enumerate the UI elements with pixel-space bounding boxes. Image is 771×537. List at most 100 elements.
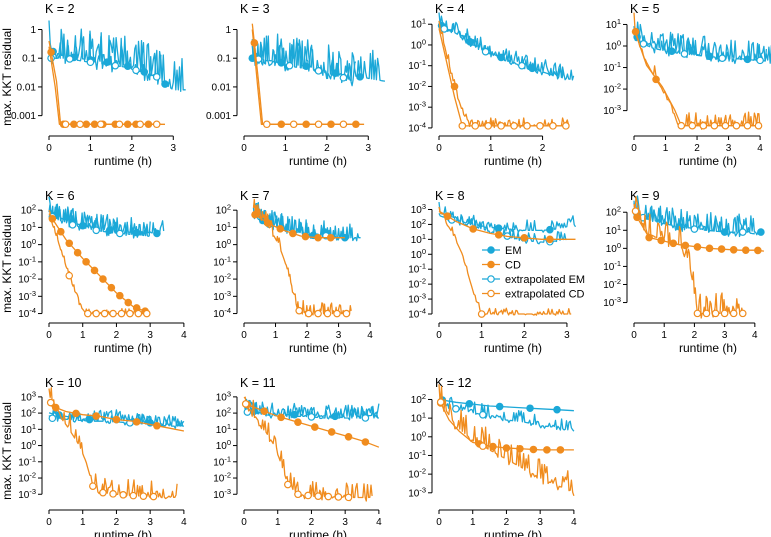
y-tick-label: 100: [606, 241, 621, 255]
y-axis-label: max. KKT residual: [0, 215, 14, 313]
series-cd-extrapolated: [633, 28, 763, 130]
data-point: [324, 492, 333, 501]
y-tick-label: 10-3: [408, 485, 426, 499]
data-point: [260, 407, 269, 415]
data-point: [307, 413, 316, 421]
series-em-extrapolated: [438, 21, 564, 80]
series-cd-extrapolated-line: [438, 28, 569, 127]
data-point: [65, 55, 74, 63]
series-em-extrapolated-line: [633, 200, 755, 238]
data-point: [99, 275, 107, 283]
data-point: [86, 58, 95, 67]
series-em: [437, 12, 575, 81]
legend-marker: [487, 260, 495, 269]
data-point: [65, 239, 74, 248]
y-tick-label: 10-4: [18, 306, 36, 320]
x-tick-label: 1: [488, 143, 494, 154]
panel-title: K = 4: [435, 2, 465, 16]
data-point: [323, 309, 332, 318]
x-tick-label: 3: [722, 330, 728, 341]
y-tick-label: 102: [21, 406, 36, 420]
series-cd-line: [633, 12, 761, 130]
data-point: [693, 309, 702, 318]
y-tick-label: 1: [30, 25, 36, 36]
x-tick-label: 2: [540, 143, 546, 154]
y-tick-label: 10-1: [213, 454, 231, 468]
x-tick-label: 1: [661, 330, 667, 341]
data-point: [152, 73, 161, 81]
data-point: [339, 120, 348, 129]
data-point: [109, 309, 117, 318]
panel-title: K = 7: [240, 189, 270, 203]
data-point: [342, 309, 351, 318]
data-point: [754, 246, 762, 255]
x-tick-label: 4: [571, 517, 577, 528]
y-tick-label: 0.1: [22, 54, 36, 65]
data-point: [681, 241, 690, 250]
data-point: [677, 121, 686, 130]
legend-item: extrapolated EM: [482, 274, 585, 286]
y-tick-label: 100: [411, 429, 426, 443]
x-axis-label: runtime (h): [289, 528, 347, 537]
series-cd: [631, 12, 761, 130]
series-em-extrapolated-line: [438, 396, 575, 432]
data-point: [361, 438, 370, 446]
x-tick-label: 1: [479, 330, 485, 341]
y-tick-label: 0.1: [217, 54, 231, 65]
series-cd-extrapolated: [46, 387, 178, 501]
panel-k12: K = 12 102 101 100 10-1 10-2 10-3 0 1 2 3 4 runtime …: [408, 376, 577, 537]
series-cd-extrapolated: [251, 29, 352, 129]
y-tick-label: 10-2: [18, 272, 36, 286]
data-point: [149, 492, 158, 501]
series-cd: [438, 210, 576, 244]
data-point: [92, 226, 101, 235]
series-cd-extrapolated: [436, 384, 575, 497]
y-tick-label: 10-3: [213, 289, 231, 303]
series-cd-extrapolated-line: [251, 29, 352, 125]
x-tick-label: 3: [336, 330, 342, 341]
data-point: [520, 234, 529, 242]
data-point: [633, 213, 641, 222]
panel-title: K = 12: [435, 376, 472, 390]
x-tick-label: 2: [304, 330, 310, 341]
y-tick-label: 10-2: [603, 82, 621, 96]
data-point: [96, 120, 105, 129]
y-tick-label: 102: [606, 205, 621, 219]
x-axis-label: runtime (h): [679, 341, 737, 355]
data-point: [732, 121, 741, 130]
data-point: [440, 25, 448, 33]
data-point: [109, 490, 117, 498]
data-point: [90, 266, 99, 275]
y-tick-label: 100: [216, 438, 231, 452]
x-tick-label: 0: [631, 330, 637, 341]
x-tick-label: 2: [129, 143, 135, 154]
data-point: [68, 221, 77, 229]
panel-title: K = 11: [240, 376, 276, 390]
x-tick-label: 2: [309, 517, 315, 528]
data-point: [115, 120, 124, 129]
y-tick-label: 0.01: [17, 82, 37, 93]
y-tick-label: 103: [21, 389, 36, 403]
data-point: [72, 409, 80, 418]
y-tick-label: 10-1: [603, 259, 621, 273]
data-point: [314, 492, 322, 500]
data-point: [304, 309, 313, 318]
data-point: [277, 413, 285, 422]
data-point: [738, 309, 747, 318]
data-point: [334, 493, 343, 501]
data-point: [756, 56, 764, 65]
data-point: [100, 309, 109, 318]
y-tick-label: 1: [225, 25, 231, 36]
y-tick-label: 100: [21, 237, 36, 251]
x-tick-label: 0: [46, 143, 52, 154]
x-tick-label: 4: [181, 517, 187, 528]
data-point: [344, 493, 353, 502]
x-tick-label: 4: [757, 143, 763, 154]
series-cd-extrapolated: [48, 209, 151, 318]
y-tick-label: 103: [411, 202, 426, 216]
y-tick-label: 10-1: [408, 448, 426, 462]
data-point: [57, 227, 65, 236]
